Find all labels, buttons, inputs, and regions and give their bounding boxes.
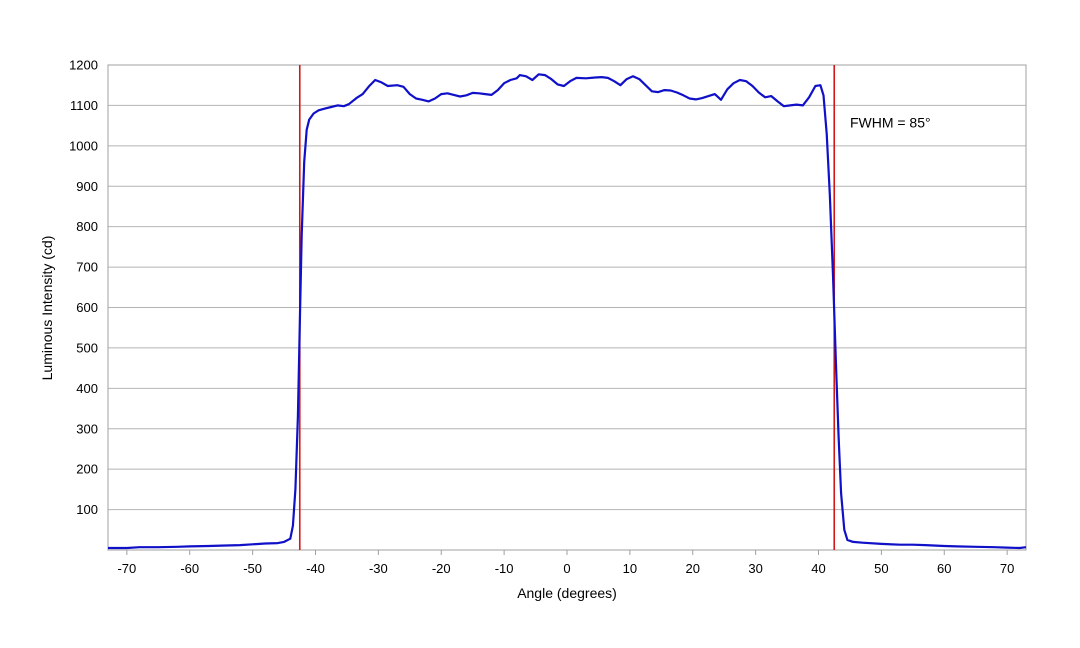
x-tick-label: 40	[811, 561, 825, 576]
y-tick-label: 700	[76, 260, 98, 275]
intensity-series-line	[108, 73, 1027, 550]
x-tick-label: 30	[748, 561, 762, 576]
y-tick-label: 500	[76, 340, 98, 355]
y-tick-label: 900	[76, 179, 98, 194]
x-tick-label: 0	[563, 561, 570, 576]
x-tick-label: -10	[495, 561, 514, 576]
y-tick-label: 400	[76, 381, 98, 396]
x-tick-label: 20	[686, 561, 700, 576]
y-tick-label: 1000	[69, 138, 98, 153]
x-tick-label: -20	[432, 561, 451, 576]
y-tick-label: 1100	[70, 98, 98, 113]
y-tick-label: 300	[76, 421, 98, 436]
x-tick-label: -30	[369, 561, 388, 576]
y-axis-tick-labels: 100 200 300 400 500 600 700 800 900 1000 1100 1200	[69, 58, 98, 518]
x-tick-label: -60	[180, 561, 199, 576]
x-tick-label: -70	[117, 561, 136, 576]
x-axis-tick-labels: -70 -60 -50 -40 -30 -20 -10 0 10 20 30 40 50 60 70	[117, 550, 1014, 576]
x-tick-label: -50	[243, 561, 262, 576]
x-tick-label: 10	[623, 561, 637, 576]
x-tick-label: 60	[937, 561, 951, 576]
y-tick-label: 1200	[69, 58, 98, 73]
y-tick-label: 200	[76, 462, 98, 477]
x-axis-title: Angle (degrees)	[517, 585, 617, 601]
y-axis-title: Luminous Intensity (cd)	[39, 236, 55, 381]
x-tick-label: 70	[1000, 561, 1014, 576]
x-tick-label: -40	[306, 561, 325, 576]
y-tick-label: 800	[76, 219, 98, 234]
y-tick-label: 600	[76, 300, 98, 315]
x-tick-label: 50	[874, 561, 888, 576]
horizontal-gridlines	[108, 64, 1026, 511]
fwhm-annotation: FWHM = 85°	[850, 115, 931, 131]
y-tick-label: 100	[76, 502, 98, 517]
